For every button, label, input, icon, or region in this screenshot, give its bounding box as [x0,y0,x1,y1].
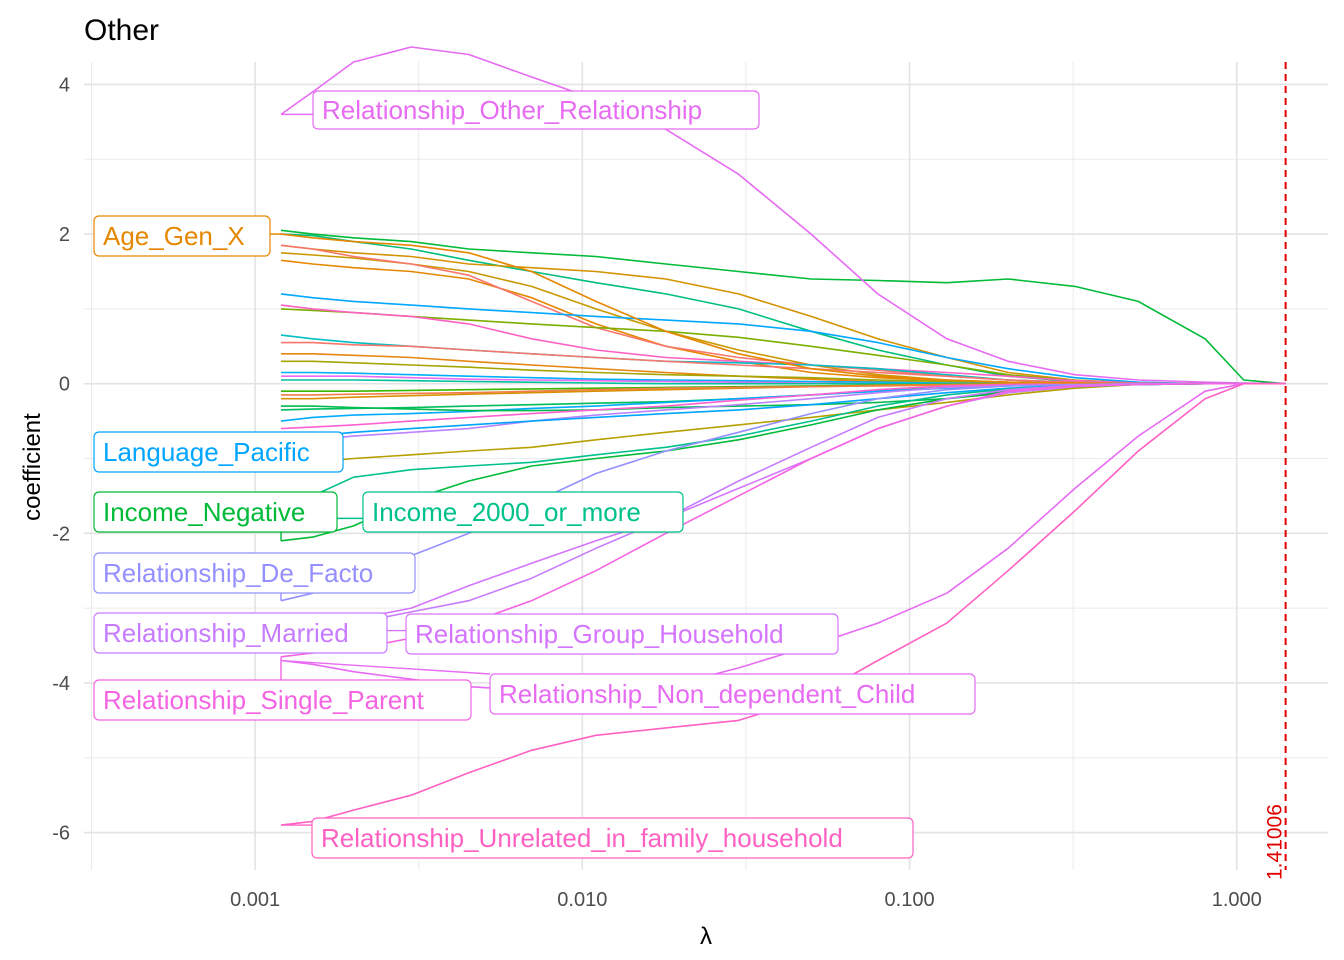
series-label: Relationship_Other_Relationship [313,91,759,129]
series-label: Age_Gen_X [94,216,270,256]
series-label-text: Income_2000_or_more [372,497,641,527]
series-label-text: Income_Negative [103,497,305,527]
x-tick-label: 0.100 [885,889,935,911]
y-tick-label: -2 [52,523,70,545]
x-tick-label: 1.000 [1212,889,1262,911]
x-tick-label: 0.010 [557,889,607,911]
series-label: Relationship_Unrelated_in_family_househo… [312,818,913,858]
x-axis-title: λ [700,923,712,950]
y-tick-label: -6 [52,823,70,845]
series-label: Relationship_Married [94,613,387,653]
series-label-text: Relationship_Single_Parent [103,685,425,715]
series-label-text: Language_Pacific [103,437,310,467]
y-axis-title: coefficient [19,413,46,521]
series-label: Income_2000_or_more [363,492,683,532]
series-label: Relationship_De_Facto [94,553,415,593]
y-tick-label: 0 [59,374,70,396]
y-tick-label: 4 [59,74,70,96]
series-label: Relationship_Non_dependent_Child [490,674,975,714]
y-tick-label: -4 [52,673,70,695]
series-label: Income_Negative [94,492,337,532]
series-label-text: Relationship_Group_Household [415,619,784,649]
lambda-vline-label: 1.41006 [1264,804,1287,880]
series-label-text: Relationship_Non_dependent_Child [499,679,915,709]
series-label-text: Relationship_Married [103,618,349,648]
series-label-text: Age_Gen_X [103,221,245,251]
series-label-text: Relationship_De_Facto [103,558,373,588]
series-label-text: Relationship_Unrelated_in_family_househo… [321,823,843,853]
series-label: Language_Pacific [94,432,343,472]
x-tick-label: 0.001 [230,889,280,911]
series-label: Relationship_Single_Parent [94,680,471,720]
series-label: Relationship_Group_Household [406,614,838,654]
series-label-text: Relationship_Other_Relationship [322,95,702,125]
chart-title: Other [84,14,159,47]
y-tick-label: 2 [59,224,70,246]
